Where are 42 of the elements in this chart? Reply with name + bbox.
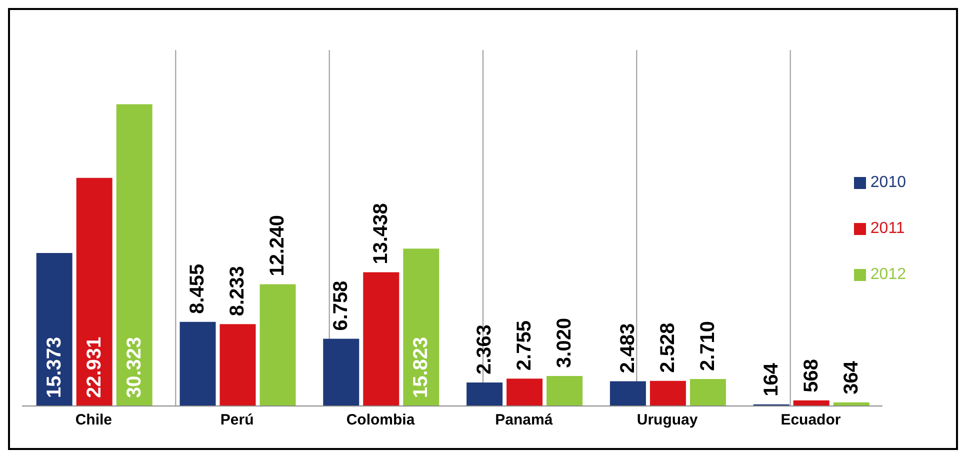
bar <box>403 248 440 406</box>
bar <box>323 338 360 406</box>
x-tick-label: Panamá <box>495 412 554 429</box>
bar <box>36 253 72 406</box>
bar <box>363 272 400 406</box>
data-label: 12.240 <box>266 215 289 276</box>
data-label: 15.823 <box>410 336 432 398</box>
legend-label: 2011 <box>870 220 905 237</box>
data-label: 568 <box>800 358 822 392</box>
x-tick-label: Chile <box>75 412 112 429</box>
data-label: 8.455 <box>186 264 209 314</box>
bar <box>260 284 296 406</box>
data-label: 164 <box>760 362 782 396</box>
x-tick-label: Perú <box>220 412 254 429</box>
bar <box>466 382 503 406</box>
data-label: 8.233 <box>226 266 249 316</box>
data-label: 364 <box>840 360 862 394</box>
x-tick-label: Ecuador <box>780 412 841 429</box>
bar <box>506 378 543 406</box>
x-tick-label: Colombia <box>346 412 416 429</box>
data-label: 6.758 <box>330 280 352 331</box>
legend-label: 2010 <box>870 174 906 191</box>
x-tick-label: Uruguay <box>636 412 698 429</box>
bar <box>650 380 686 406</box>
data-label: 2.755 <box>514 320 536 371</box>
data-label: 2.710 <box>696 320 719 372</box>
data-label: 22.931 <box>83 336 106 398</box>
data-label: 3.020 <box>554 318 576 368</box>
data-label: 2.363 <box>474 324 496 374</box>
bar <box>180 322 216 406</box>
legend-label: 2012 <box>870 266 906 283</box>
data-label: 13.438 <box>370 203 392 264</box>
data-label: 30.323 <box>123 336 146 398</box>
data-label: 2.528 <box>656 322 679 373</box>
bar <box>116 104 152 406</box>
bar <box>610 381 646 406</box>
bar <box>546 376 583 406</box>
data-label: 2.483 <box>616 323 639 374</box>
bar <box>220 324 256 406</box>
bar <box>76 178 112 406</box>
bar <box>690 379 726 406</box>
data-label: 15.373 <box>43 336 66 398</box>
